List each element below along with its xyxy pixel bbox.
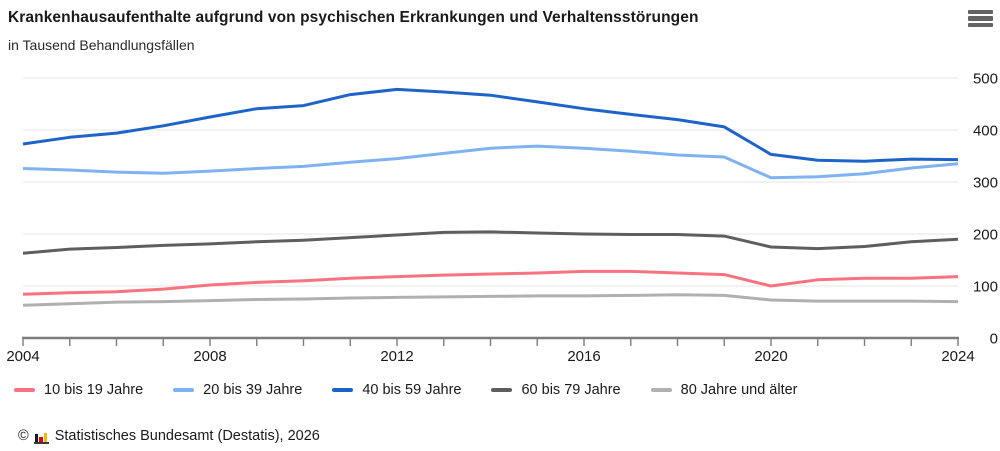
legend-swatch-icon [14, 388, 35, 392]
legend-swatch-icon [650, 388, 672, 392]
legend-item[interactable]: 60 bis 79 Jahre [491, 382, 621, 398]
legend-label: 60 bis 79 Jahre [521, 382, 621, 398]
source-line: © Statistisches Bundesamt (Destatis), 20… [18, 428, 320, 444]
logo-bar [44, 432, 48, 442]
logo-bar [39, 436, 43, 442]
legend-item[interactable]: 20 bis 39 Jahre [173, 382, 302, 398]
y-tick-label: 200 [973, 227, 998, 244]
series-line-40-bis-59-jahre [22, 87, 959, 163]
legend-label: 10 bis 19 Jahre [44, 382, 144, 398]
menu-button[interactable] [968, 10, 993, 27]
legend-swatch-icon [491, 388, 513, 392]
copyright-symbol: © [18, 428, 29, 444]
x-tick-label: 2012 [380, 348, 413, 365]
legend-item[interactable]: 10 bis 19 Jahre [14, 382, 143, 398]
source-text: Statistisches Bundesamt (Destatis), 2026 [54, 428, 320, 444]
series-line-60-bis-79-jahre [22, 230, 959, 255]
y-tick-label: 0 [990, 331, 998, 348]
line-chart: 0 100 200 300 400 500 2004 2008 2012 2016 2020 2024 [6, 71, 998, 366]
x-tick-label: 2020 [754, 348, 787, 365]
legend-label: 80 Jahre und älter [680, 382, 798, 398]
legend-item[interactable]: 80 Jahre und älter [650, 382, 798, 398]
legend-swatch-icon [332, 388, 354, 392]
y-tick-label: 500 [973, 71, 998, 88]
chart-title: Krankenhausaufenthalte aufgrund von psyc… [8, 9, 699, 26]
chart-legend: 10 bis 19 Jahre 20 bis 39 Jahre 40 bis 59 … [14, 382, 798, 398]
logo-base [33, 442, 49, 444]
x-tick-label: 2024 [941, 348, 974, 365]
hamburger-icon [968, 22, 993, 27]
hamburger-icon [968, 16, 993, 21]
y-tick-label: 100 [973, 279, 998, 296]
x-tick-label: 2008 [193, 348, 226, 365]
legend-label: 20 bis 39 Jahre [203, 382, 303, 398]
y-tick-label: 400 [973, 123, 998, 140]
chart-subtitle: in Tausend Behandlungsfällen [8, 36, 195, 53]
x-tick-label: 2016 [567, 348, 600, 365]
y-tick-label: 300 [973, 175, 998, 192]
logo-bar [34, 434, 38, 442]
hamburger-icon [968, 10, 993, 15]
series-line-10-bis-19-jahre [22, 269, 959, 296]
chart-header: Krankenhausaufenthalte aufgrund von psyc… [8, 9, 960, 53]
legend-item[interactable]: 40 bis 59 Jahre [332, 382, 461, 398]
x-tick-label: 2004 [6, 348, 39, 365]
destatis-logo-icon [33, 429, 50, 444]
series-line-20-bis-39-jahre [22, 144, 959, 180]
series-line-80-jahre-und-älter [22, 293, 959, 307]
legend-label: 40 bis 59 Jahre [362, 382, 462, 398]
legend-swatch-icon [173, 388, 195, 392]
